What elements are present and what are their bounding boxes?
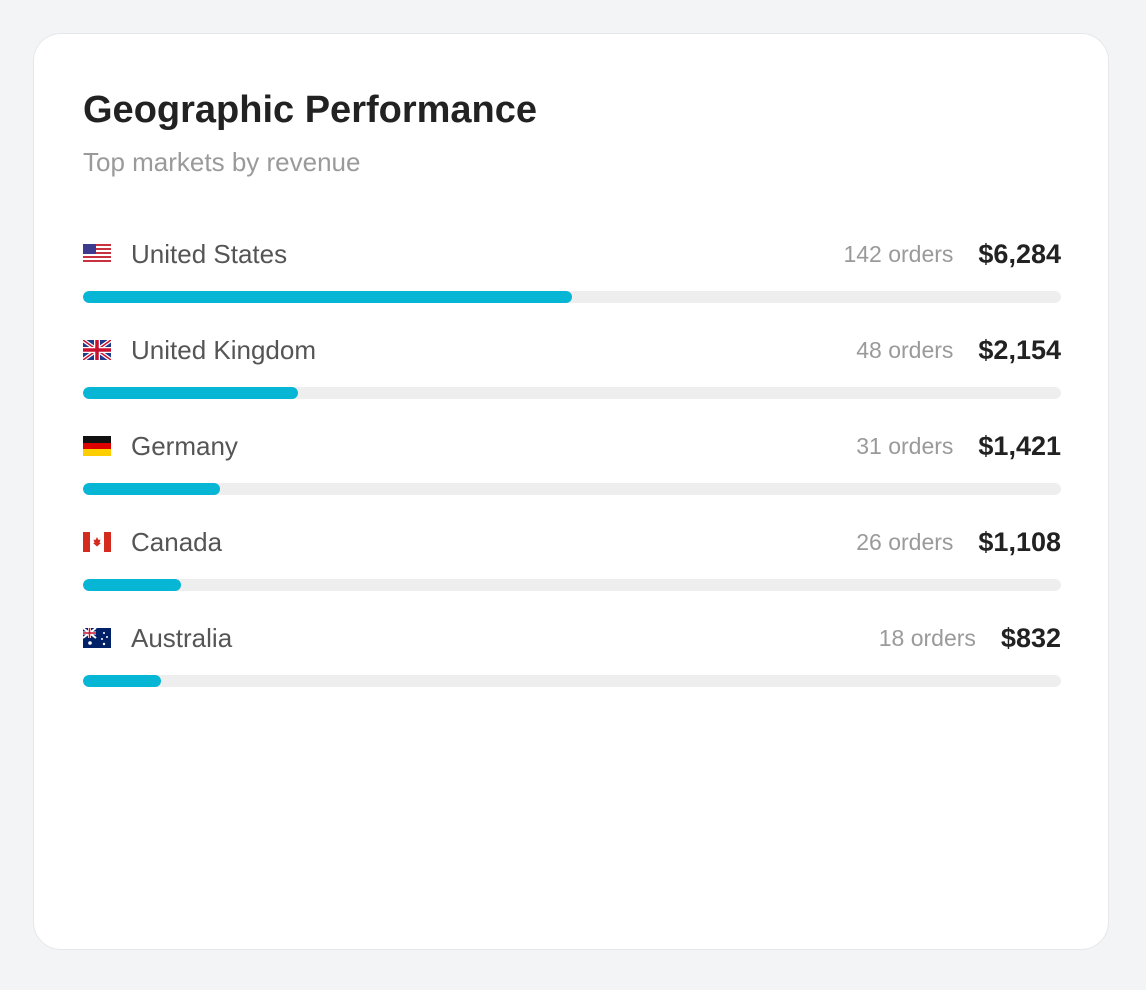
- market-name: Germany: [131, 430, 238, 461]
- market-name: Australia: [131, 622, 233, 653]
- market-row: Germany 31 orders $1,421: [83, 428, 1061, 508]
- bar: [83, 675, 162, 687]
- market-row: Canada 26 orders $1,108: [83, 524, 1061, 604]
- bar-track: [83, 483, 1061, 495]
- market-name: Canada: [131, 526, 223, 557]
- revenue: $832: [1000, 622, 1061, 653]
- card-subtitle: Top markets by revenue: [83, 147, 361, 177]
- flag: [83, 532, 111, 552]
- order-count: 48 orders: [856, 336, 954, 363]
- bar: [83, 483, 220, 495]
- revenue: $2,154: [978, 334, 1061, 365]
- flag: [83, 436, 111, 456]
- revenue: $1,421: [978, 430, 1061, 461]
- bar-track: [83, 675, 1061, 687]
- card: Geographic Performance Top markets by re…: [33, 33, 1109, 950]
- market-row: United Kingdom 48 orders $2,154: [83, 332, 1061, 412]
- market-name: United Kingdom: [131, 334, 316, 365]
- bar-track: [83, 291, 1061, 303]
- bar-track: [83, 387, 1061, 399]
- order-count: 26 orders: [856, 528, 954, 555]
- revenue: $6,284: [978, 238, 1061, 269]
- revenue: $1,108: [978, 526, 1061, 557]
- flag: [83, 628, 111, 648]
- order-count: 18 orders: [878, 624, 976, 651]
- bar: [83, 579, 181, 591]
- market-row: Australia 18 orders $832: [83, 620, 1061, 700]
- market-name: United States: [131, 238, 288, 269]
- order-count: 142 orders: [843, 240, 954, 267]
- bar: [83, 291, 572, 303]
- bar: [83, 387, 299, 399]
- card-title: Geographic Performance: [83, 89, 538, 131]
- market-row: United States 142 orders $6,284: [83, 236, 1061, 316]
- flag: [83, 244, 111, 264]
- bar-track: [83, 579, 1061, 591]
- order-count: 31 orders: [856, 432, 954, 459]
- flag: [83, 340, 111, 360]
